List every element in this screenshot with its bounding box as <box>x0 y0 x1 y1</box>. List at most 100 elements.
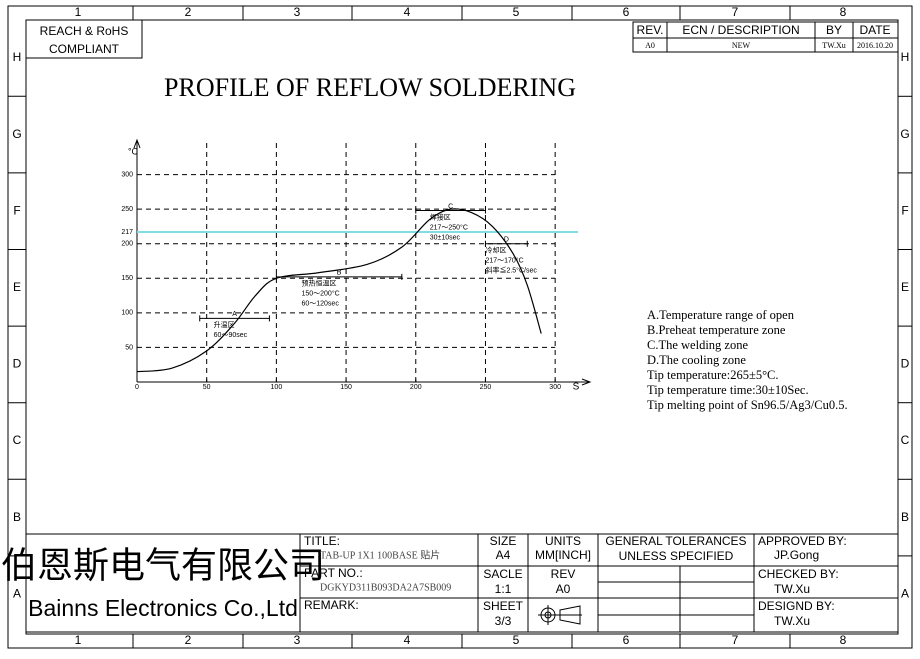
value: A4 <box>496 548 511 562</box>
rev-header: DATE <box>859 23 890 37</box>
zone-label: C <box>448 203 453 210</box>
y-tick-label: 300 <box>121 171 133 178</box>
company-cn: 伯恩斯电气有限公司 <box>1 545 325 586</box>
tb-rules <box>299 534 898 632</box>
zone-text: 冷却区 <box>485 246 506 255</box>
note: Tip melting point of Sn96.5/Ag3/Cu0.5. <box>647 398 848 412</box>
zone-bracket <box>415 207 486 214</box>
x-tick-label: 50 <box>203 384 211 391</box>
value: MM[INCH] <box>535 548 591 562</box>
zone-text: 150～200°C <box>301 290 339 298</box>
label: REV <box>551 567 576 581</box>
rev-header: BY <box>826 23 842 37</box>
zone-text: 升温区 <box>214 320 235 329</box>
compliance: REACH & RoHS <box>40 24 129 38</box>
rev-cell: A0 <box>645 41 655 50</box>
rev-header: ECN / DESCRIPTION <box>682 23 799 37</box>
x-tick-label: 250 <box>480 384 492 391</box>
label: REMARK: <box>304 598 359 612</box>
zone-row: E <box>13 280 21 294</box>
x-tick-label: 300 <box>549 384 561 391</box>
zone-row: H <box>901 50 910 64</box>
label: TITLE: <box>304 534 340 548</box>
zone-text: 预热恒温区 <box>301 279 336 288</box>
zone-column: 3 <box>294 5 301 19</box>
projection-symbol <box>538 605 582 625</box>
label: APPROVED BY: <box>758 534 847 548</box>
note: C.The welding zone <box>647 338 748 352</box>
zone-column: 5 <box>513 633 520 647</box>
zone-row: C <box>13 433 22 447</box>
label: SHEET <box>483 599 524 613</box>
zone-column: 1 <box>75 5 82 19</box>
zone-row: F <box>13 203 20 217</box>
y-tick-label: 50 <box>125 344 133 351</box>
outer-border <box>7 5 913 649</box>
zone-row: D <box>13 357 22 371</box>
x-tick-label: 200 <box>410 384 422 391</box>
value: TW.Xu <box>774 614 810 628</box>
title: TAB-UP 1X1 100BASE 贴片 <box>320 548 440 561</box>
note: D.The cooling zone <box>647 353 746 367</box>
label: PART NO.: <box>304 566 363 580</box>
value: 3/3 <box>495 614 512 628</box>
label: SIZE <box>490 534 517 548</box>
note: Tip temperature time:30±10Sec. <box>647 383 809 397</box>
x-tick-label: 100 <box>271 384 283 391</box>
y-tick-label: 200 <box>121 241 133 248</box>
zone-text: 60～120sec <box>301 301 339 308</box>
zone-column: 3 <box>294 633 301 647</box>
zone-row: G <box>900 127 909 141</box>
zone-text: 斜率≦2.5°C/sec <box>485 266 537 275</box>
zone-label: A <box>232 311 237 318</box>
zone-row: A <box>13 586 21 600</box>
rev-cell: TW.Xu <box>822 41 845 50</box>
zone-row: A <box>901 586 909 600</box>
value: TW.Xu <box>774 582 810 596</box>
compliance-box <box>25 19 143 59</box>
zone-row: D <box>901 357 910 371</box>
zone-column: 8 <box>840 633 847 647</box>
zone-column: 5 <box>513 5 520 19</box>
value: JP.Gong <box>774 548 819 562</box>
part-no: DGKYD311B093DA2A7SB009 <box>320 582 451 593</box>
zone-column: 4 <box>404 5 411 19</box>
axis-arrow <box>133 138 592 386</box>
zone-text: 30±10sec <box>430 234 461 241</box>
zone-row: B <box>901 510 909 524</box>
reference-label: 217 <box>121 229 133 236</box>
zone-row: F <box>901 203 908 217</box>
zone-bracket <box>484 240 528 247</box>
zone-text: 60～90sec <box>214 332 248 339</box>
zone-column: 2 <box>185 5 192 19</box>
revision-block: REV. ECN / DESCRIPTION BY DATE A0 NEW TW… <box>632 21 899 53</box>
zone-column: 4 <box>404 633 411 647</box>
y-tick-label: 150 <box>121 275 133 282</box>
zone-text: 217～250°C <box>430 223 468 231</box>
zone-column: 7 <box>732 5 739 19</box>
profile-curve <box>136 208 542 373</box>
zone-row: G <box>12 127 21 141</box>
zone-text: 217～170°C <box>485 257 523 265</box>
value: A0 <box>556 582 571 596</box>
label: UNLESS SPECIFIED <box>619 549 734 563</box>
value: 1:1 <box>495 582 512 596</box>
zone-column: 2 <box>185 633 192 647</box>
y-tick-label: 100 <box>121 310 133 317</box>
label: UNITS <box>545 534 581 548</box>
label: CHECKED BY: <box>758 567 839 581</box>
y-tick-label: 250 <box>121 206 133 213</box>
company-en: Bainns Electronics Co.,Ltd <box>28 595 298 621</box>
zone-text: 焊接区 <box>430 212 451 221</box>
zone-column: 7 <box>732 633 739 647</box>
zone-bracket <box>199 315 270 322</box>
tb-box <box>25 533 899 633</box>
label: DESIGND BY: <box>758 599 835 613</box>
zone-column: 6 <box>623 5 630 19</box>
title-block: 伯恩斯电气有限公司 Bainns Electronics Co.,Ltd TIT… <box>1 533 899 633</box>
zone-column: 8 <box>840 5 847 19</box>
note: Tip temperature:265±5°C. <box>647 368 779 382</box>
zone-label: D <box>504 237 509 244</box>
x-tick-label: 150 <box>340 384 352 391</box>
